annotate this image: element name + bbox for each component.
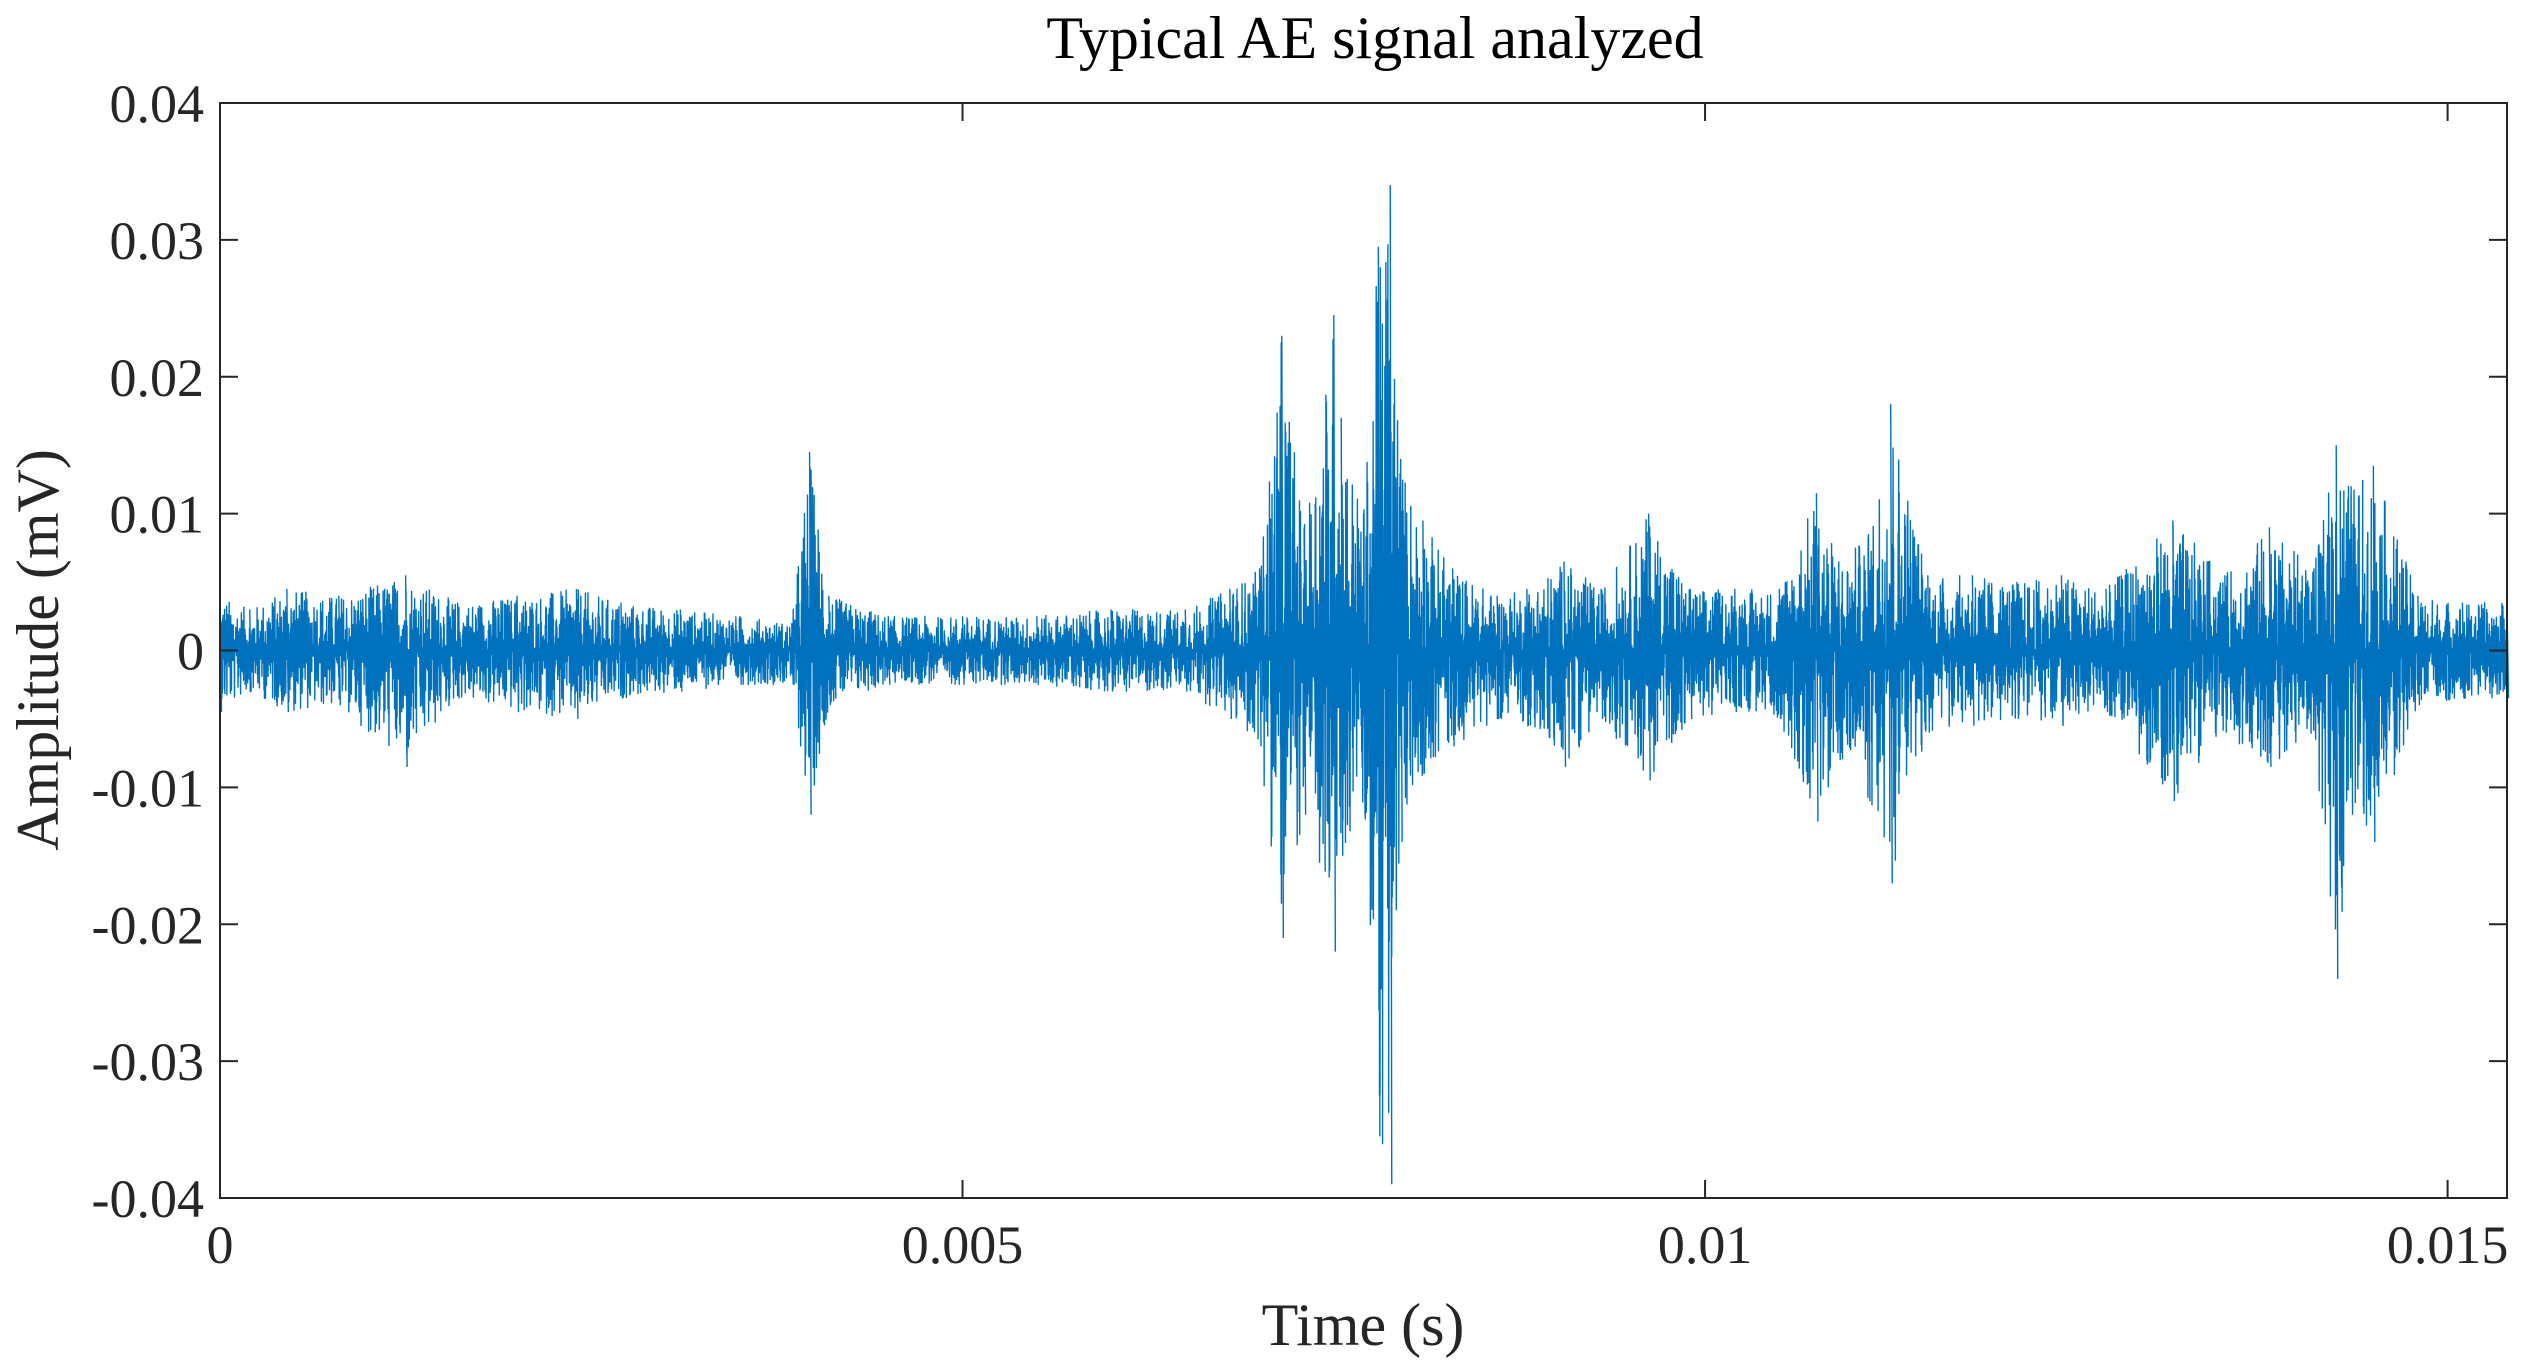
y-tick-label: 0.04 <box>110 74 205 134</box>
y-tick-label: -0.02 <box>92 895 204 955</box>
x-axis-label: Time (s) <box>1262 1292 1465 1358</box>
y-tick-label: -0.01 <box>92 758 204 818</box>
signal-line <box>219 185 2510 1185</box>
y-tick-label: -0.03 <box>92 1032 204 1092</box>
signal-layer <box>219 185 2510 1185</box>
y-axis: 0.04 0.03 0.02 0.01 0 -0.01 -0.02 -0.03 -0.04 <box>92 74 2507 1229</box>
x-tick-label: 0.015 <box>2387 1215 2509 1275</box>
x-tick-label: 0.01 <box>1658 1215 1753 1275</box>
y-tick-label: 0.02 <box>110 348 205 408</box>
x-tick-label: 0 <box>207 1215 234 1275</box>
x-tick-label: 0.005 <box>902 1215 1024 1275</box>
y-axis-label: Amplitude (mV) <box>5 449 71 851</box>
y-tick-label: -0.04 <box>92 1169 204 1229</box>
chart-title: Typical AE signal analyzed <box>1046 5 1703 71</box>
y-tick-label: 0.01 <box>110 485 205 545</box>
x-axis: 0 0.005 0.01 0.015 <box>207 103 2509 1275</box>
y-tick-label: 0 <box>177 622 204 682</box>
y-tick-label: 0.03 <box>110 211 205 271</box>
